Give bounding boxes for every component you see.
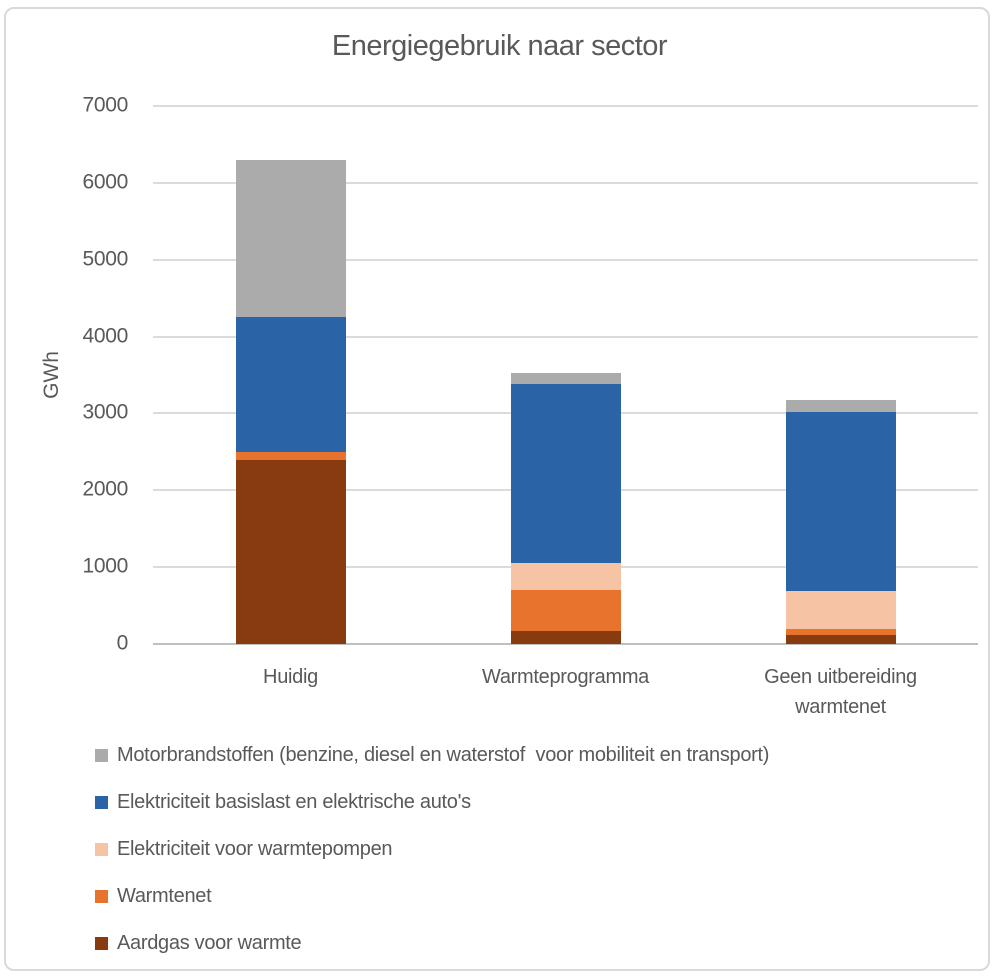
legend-color-swatch [95,937,108,950]
bar-segment-warmtenet[interactable] [235,451,346,460]
legend-item-elektriciteit-voor-warmtepompe[interactable]: Elektriciteit voor warmtepompen [95,826,979,873]
legend-item-motorbrandstoffen-benzine-dies[interactable]: Motorbrandstoffen (benzine, diesel en wa… [95,732,979,779]
bar-segment-warmtenet[interactable] [785,629,896,635]
y-axis-tick-label: 7000 [82,93,128,117]
y-axis-tick-label: 2000 [82,477,128,501]
bar-segment-elektriciteit-basislast-en-ele[interactable] [785,411,896,591]
plot-area [153,105,978,645]
bar-segment-aardgas-voor-warmte[interactable] [510,630,621,644]
bar-segment-warmtenet[interactable] [510,590,621,631]
legend-color-swatch [95,796,108,809]
legend-label: Warmtenet [117,885,212,907]
bar-segment-elektriciteit-voor-warmtepompe[interactable] [510,563,621,591]
chart-title: Energiegebruik naar sector [331,30,668,62]
legend-item-aardgas-voor-warmte[interactable]: Aardgas voor warmte [95,920,979,967]
x-axis-category-label-geen-uitbereiding-warmtenet: Geen uitbereiding warmtenet [764,666,917,718]
bar-segment-motorbrandstoffen-benzine-dies[interactable] [235,159,346,318]
y-axis-tick-label: 4000 [82,324,128,348]
legend-label: Elektriciteit voor warmtepompen [117,838,393,860]
bar-segment-motorbrandstoffen-benzine-dies[interactable] [510,373,621,384]
gridline [153,181,978,184]
y-axis-tick-label: 5000 [82,247,128,271]
legend: Motorbrandstoffen (benzine, diesel en wa… [95,732,979,967]
gridline [153,105,978,107]
legend-color-swatch [95,843,108,856]
bar-segment-elektriciteit-basislast-en-ele[interactable] [510,383,621,564]
bar-segment-elektriciteit-voor-warmtepompe[interactable] [785,591,896,630]
legend-label: Aardgas voor warmte [117,932,302,954]
x-axis-line [153,643,978,645]
y-axis-tick-label: 6000 [82,170,128,194]
legend-item-elektriciteit-basislast-en-ele[interactable]: Elektriciteit basislast en elektrische a… [95,779,979,826]
legend-item-warmtenet[interactable]: Warmtenet [95,873,979,920]
bar-geen-uitbereiding-warmtenet[interactable] [785,399,896,644]
y-axis-tick-label: 1000 [82,554,128,578]
x-axis-category-label-warmteprogramma: Warmteprogramma [481,666,649,688]
bar-segment-aardgas-voor-warmte[interactable] [785,634,896,644]
bar-segment-aardgas-voor-warmte[interactable] [235,459,346,644]
legend-color-swatch [95,749,108,762]
legend-label: Elektriciteit basislast en elektrische a… [117,791,471,813]
x-axis-category-label-huidig: Huidig [263,666,318,688]
bar-segment-elektriciteit-basislast-en-ele[interactable] [235,317,346,452]
legend-label: Motorbrandstoffen (benzine, diesel en wa… [117,744,770,766]
gridline [153,258,978,261]
y-axis-title: GWh [40,351,63,399]
bar-warmteprogramma[interactable] [510,373,621,644]
gridline [153,335,978,338]
bar-segment-motorbrandstoffen-benzine-dies[interactable] [785,399,896,412]
y-axis-tick-label: 3000 [82,400,128,424]
legend-color-swatch [95,890,108,903]
bar-huidig[interactable] [235,159,346,644]
y-axis-tick-label: 0 [116,631,129,655]
